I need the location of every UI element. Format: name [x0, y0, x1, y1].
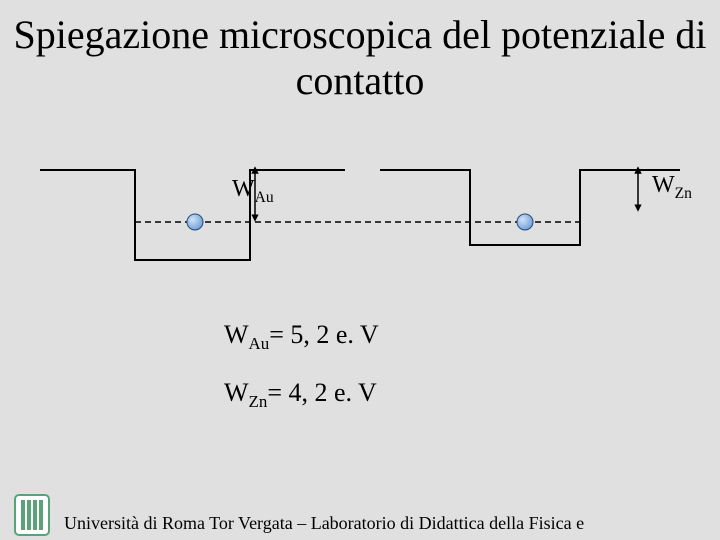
potential-well-diagram — [40, 150, 680, 290]
zn-well-outline — [380, 170, 680, 245]
slide-title: Spiegazione microscopica del potenziale … — [0, 12, 720, 104]
eq2-rest: = 4, 2 e. V — [267, 378, 377, 407]
footer-text: Università di Roma Tor Vergata – Laborat… — [64, 513, 584, 534]
zn-electron — [517, 214, 533, 230]
w-au-sub: Au — [255, 189, 274, 206]
equation-w-zn: WZn= 4, 2 e. V — [224, 378, 377, 412]
slide: Spiegazione microscopica del potenziale … — [0, 0, 720, 540]
eq1-rest: = 5, 2 e. V — [269, 320, 379, 349]
w-zn-sub: Zn — [675, 185, 692, 202]
au-electron — [187, 214, 203, 230]
w-zn-base: W — [652, 172, 675, 198]
university-logo — [14, 494, 50, 536]
w-au-base: W — [232, 176, 255, 202]
w-zn-label: WZn — [652, 172, 692, 203]
diagram-svg — [40, 150, 680, 290]
w-au-label: WAu — [232, 176, 274, 207]
eq1-sub: Au — [249, 334, 270, 353]
equation-w-au: WAu= 5, 2 e. V — [224, 320, 379, 354]
eq1-base: W — [224, 320, 249, 349]
eq2-sub: Zn — [249, 392, 268, 411]
eq2-base: W — [224, 378, 249, 407]
